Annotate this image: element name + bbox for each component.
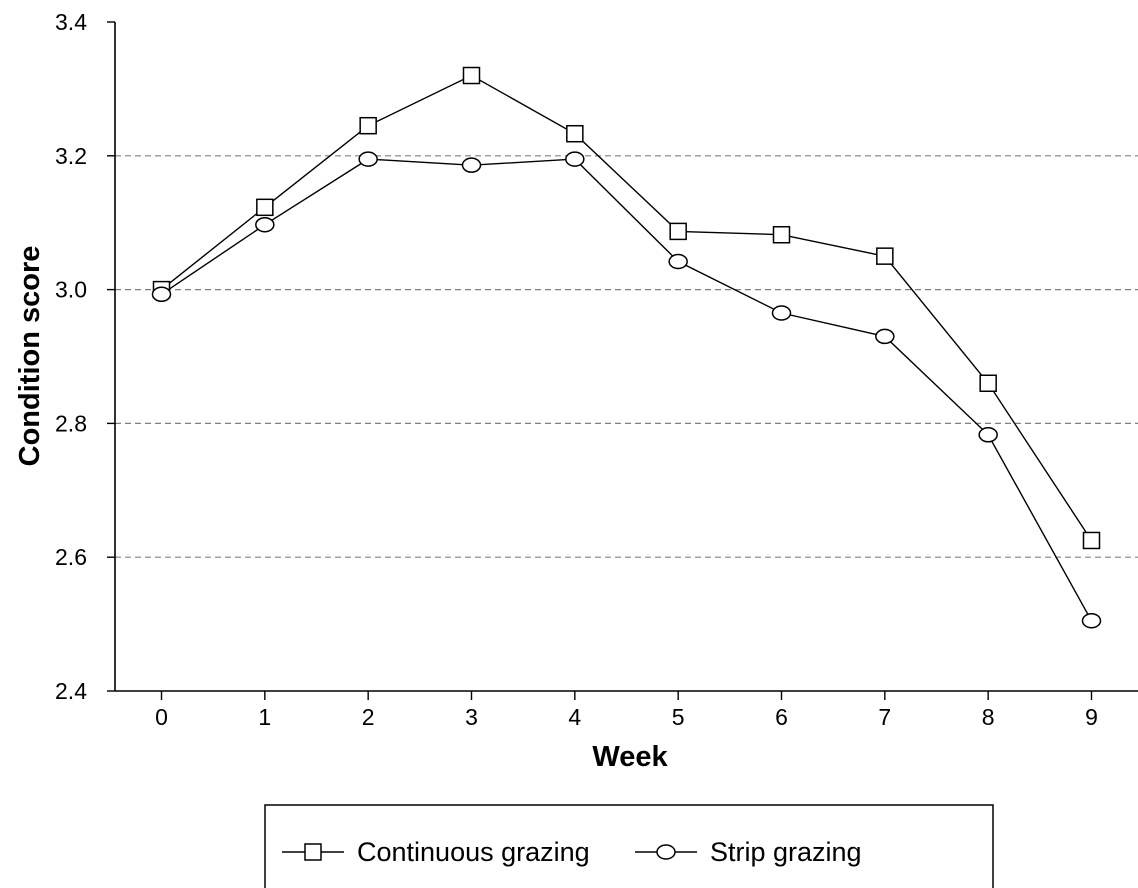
data-point-circle xyxy=(463,158,481,172)
legend-label-continuous: Continuous grazing xyxy=(357,837,590,867)
data-point-square xyxy=(257,199,273,215)
x-tick-label: 6 xyxy=(775,704,788,730)
data-point-circle xyxy=(876,329,894,343)
y-tick-label: 2.6 xyxy=(55,544,87,570)
data-point-square xyxy=(360,118,376,134)
series-line-continuous-grazing xyxy=(162,76,1092,541)
x-tick-label: 8 xyxy=(982,704,995,730)
data-point-circle xyxy=(773,306,791,320)
legend: Continuous grazing Strip grazing xyxy=(265,805,993,888)
y-axis-ticks: 2.4 2.6 2.8 3.0 3.2 3.4 xyxy=(55,9,115,704)
data-series xyxy=(153,68,1101,628)
data-point-square xyxy=(980,375,996,391)
y-tick-label: 2.4 xyxy=(55,678,87,704)
data-point-circle xyxy=(153,287,171,301)
y-tick-label: 3.0 xyxy=(55,277,87,303)
data-point-square xyxy=(567,126,583,142)
data-point-circle xyxy=(359,152,377,166)
legend-circle-marker xyxy=(657,845,675,859)
data-point-circle xyxy=(979,428,997,442)
y-tick-label: 3.4 xyxy=(55,9,87,35)
x-tick-label: 3 xyxy=(465,704,478,730)
x-tick-label: 4 xyxy=(568,704,581,730)
x-tick-label: 5 xyxy=(672,704,685,730)
x-tick-label: 7 xyxy=(878,704,891,730)
x-tick-label: 9 xyxy=(1085,704,1098,730)
series-line-strip-grazing xyxy=(162,159,1092,621)
series-continuous-grazing xyxy=(154,68,1100,549)
x-axis-title: Week xyxy=(592,741,668,773)
data-point-circle xyxy=(1083,614,1101,628)
y-tick-label: 2.8 xyxy=(55,410,87,436)
data-point-square xyxy=(670,223,686,239)
x-tick-label: 0 xyxy=(155,704,168,730)
data-point-circle xyxy=(669,255,687,269)
legend-label-strip: Strip grazing xyxy=(710,837,862,867)
axes xyxy=(115,22,1138,691)
x-axis-ticks: 0 1 2 3 4 5 6 7 8 9 xyxy=(155,691,1098,730)
data-point-square xyxy=(774,227,790,243)
y-tick-label: 3.2 xyxy=(55,143,87,169)
data-point-square xyxy=(464,68,480,84)
x-tick-label: 1 xyxy=(258,704,271,730)
data-point-circle xyxy=(256,218,274,232)
data-point-square xyxy=(877,248,893,264)
legend-square-marker xyxy=(305,844,321,860)
series-strip-grazing xyxy=(153,152,1101,628)
x-tick-label: 2 xyxy=(362,704,375,730)
y-axis-title: Condition score xyxy=(14,246,46,467)
data-point-square xyxy=(1084,532,1100,548)
data-point-circle xyxy=(566,152,584,166)
